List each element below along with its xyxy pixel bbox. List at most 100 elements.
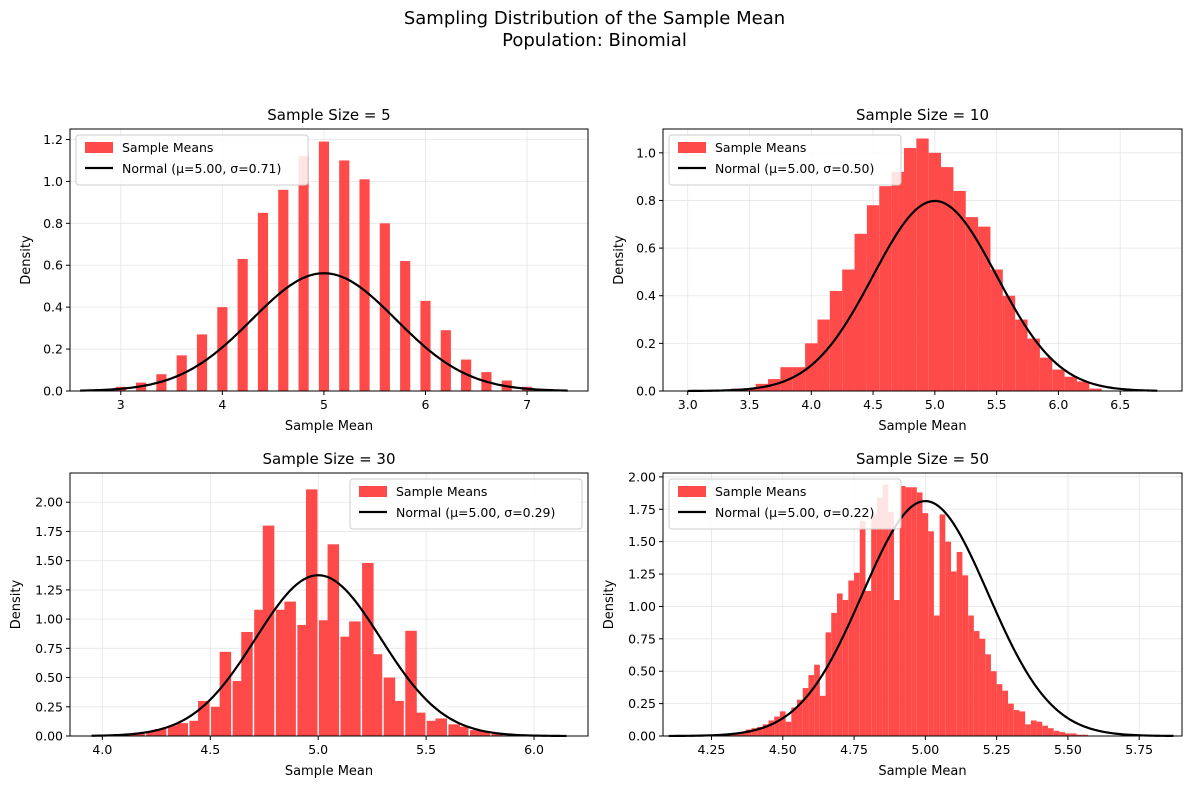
y-tick-label: 1.0 [636,145,656,160]
legend-label-sample-means: Sample Means [122,140,213,155]
histogram-bar [876,497,883,736]
y-tick-label: 1.25 [35,582,63,597]
legend-label-sample-means: Sample Means [396,484,487,499]
legend-label-normal: Normal (μ=5.00, σ=0.50) [715,161,874,176]
histogram-bar [928,152,942,391]
y-tick-label: 0.50 [35,670,63,685]
y-tick-label: 1.0 [43,174,63,189]
histogram-bar [1019,711,1026,736]
y-tick-label: 0.25 [35,699,63,714]
legend-label-normal: Normal (μ=5.00, σ=0.29) [396,505,555,520]
y-tick-label: 0.0 [43,384,63,399]
histogram-bar [254,609,266,736]
x-tick-label: 5.0 [925,397,945,412]
normal-curve [668,499,1174,738]
histogram-bar [1013,710,1020,736]
histogram-bar [996,684,1003,736]
x-tick-label: 4.75 [840,742,868,757]
histogram-bar [797,699,803,736]
figure-suptitle: Sampling Distribution of the Sample Mean… [0,8,1189,52]
histogram-bar [891,171,904,391]
histogram-bar [176,723,188,736]
histogram-bar [1082,734,1088,736]
histogram-bar [339,160,350,391]
histogram-bar [426,720,439,736]
histogram-bar [297,624,309,736]
histogram-bar [882,484,889,736]
histogram-bar [751,728,758,736]
histogram-bar [349,621,361,736]
histogram-bar [318,620,331,736]
histogram-bar [1064,376,1077,391]
histogram-bar [1047,728,1054,736]
x-tick-label: 4.0 [801,397,821,412]
x-axis-label: Sample Mean [878,764,966,779]
legend: Sample Means Normal (μ=5.00, σ=0.71) [75,134,309,186]
histogram-bar [232,681,245,736]
histogram-bar [848,580,855,736]
histogram-bar [1008,703,1014,736]
histogram-bar [435,718,447,736]
histogram-bar [739,732,746,736]
y-tick-label: 0.25 [628,696,656,711]
histogram-bar [217,307,228,391]
x-tick-label: 4.5 [200,742,220,757]
histogram-bar [879,186,892,391]
histogram-bar [774,716,780,736]
histogram-bar [327,544,340,736]
histogram-bar [985,654,991,736]
histogram-bar [1002,690,1009,736]
histogram-bar [780,367,793,391]
histogram-bar [1030,720,1037,736]
y-tick-label: 0.75 [628,631,656,646]
legend: Sample Means Normal (μ=5.00, σ=0.50) [668,134,902,186]
subplot-3: 4.0 4.5 5.0 5.5 6.0 0.00 0.25 0.50 0.75 1.00 1.25 1… [9,450,589,779]
x-tick-label: 5.25 [983,742,1011,757]
subplot-title: Sample Size = 10 [856,106,989,124]
histogram-bar [470,730,482,736]
histogram-bar [990,671,997,736]
legend-bar-swatch [85,142,113,153]
x-tick-label: 4.5 [863,397,883,412]
histogram-bar [1070,733,1077,736]
histogram-bar [745,729,752,736]
histogram-bar [779,711,786,736]
y-tick-label: 0.0 [636,384,656,399]
legend-label-sample-means: Sample Means [715,140,806,155]
histogram-bar [953,190,966,391]
y-tick-label: 1.75 [35,524,63,539]
x-tick-label: 5.0 [308,742,328,757]
histogram-bar [854,572,860,736]
subplot-title: Sample Size = 5 [267,106,390,124]
y-axis-label: Density [19,235,34,285]
subplot-2: 3.0 3.5 4.0 4.5 5.0 5.5 6.0 6.5 0.0 0.2 0.4 0.6 0.8 1… [612,106,1183,434]
histogram-bar [1015,319,1028,391]
subplot-title: Sample Size = 50 [856,450,989,468]
y-tick-label: 1.50 [628,534,656,549]
histogram-bar [933,615,940,736]
histogram-bar [318,141,329,391]
axes-frame [662,128,1183,392]
y-tick-label: 1.25 [628,567,656,582]
histogram-bar [962,575,969,736]
axes-frame [69,128,589,392]
histogram-bar [383,677,396,736]
histogram-bar [146,731,158,736]
histogram-bar [275,609,288,736]
x-tick-label: 4.25 [698,742,726,757]
y-axis-label: Density [612,235,627,285]
histogram-bar [965,217,979,391]
histogram-bar [893,599,900,736]
histogram-bar [911,487,917,736]
x-tick-label: 4 [218,397,226,412]
suptitle-line-1: Sampling Distribution of the Sample Mean [403,8,786,29]
normal-curve [80,272,568,392]
y-tick-label: 0.2 [636,336,656,351]
histogram-bar [298,156,309,391]
histogram-bar [854,233,867,391]
histogram-bar [457,726,469,736]
histogram-bar [284,601,296,736]
axes-frame [69,472,589,737]
histogram-bar [392,700,404,736]
histogram-bar [785,721,792,736]
